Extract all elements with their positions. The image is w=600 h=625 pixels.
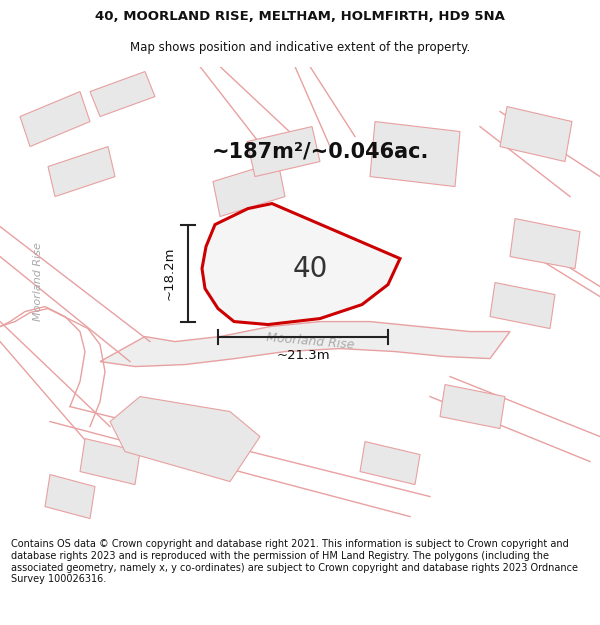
Polygon shape	[247, 126, 320, 176]
Polygon shape	[110, 397, 260, 481]
Text: Moorland Rise: Moorland Rise	[265, 331, 355, 352]
Polygon shape	[360, 441, 420, 484]
Polygon shape	[20, 91, 90, 146]
Text: 40: 40	[292, 254, 328, 282]
Text: 40, MOORLAND RISE, MELTHAM, HOLMFIRTH, HD9 5NA: 40, MOORLAND RISE, MELTHAM, HOLMFIRTH, H…	[95, 10, 505, 23]
Text: ~18.2m: ~18.2m	[163, 246, 176, 300]
Polygon shape	[490, 282, 555, 329]
Polygon shape	[213, 161, 285, 216]
Polygon shape	[90, 71, 155, 116]
Text: Contains OS data © Crown copyright and database right 2021. This information is : Contains OS data © Crown copyright and d…	[11, 539, 578, 584]
Text: Map shows position and indicative extent of the property.: Map shows position and indicative extent…	[130, 41, 470, 54]
Text: Moorland Rise: Moorland Rise	[33, 242, 43, 321]
Polygon shape	[45, 474, 95, 519]
Polygon shape	[80, 439, 140, 484]
Polygon shape	[500, 106, 572, 161]
Polygon shape	[48, 146, 115, 196]
Polygon shape	[202, 204, 400, 324]
Polygon shape	[510, 219, 580, 269]
Polygon shape	[370, 121, 460, 186]
Text: ~187m²/~0.046ac.: ~187m²/~0.046ac.	[211, 141, 428, 161]
Polygon shape	[100, 321, 510, 366]
Text: ~21.3m: ~21.3m	[276, 349, 330, 361]
Polygon shape	[440, 384, 505, 429]
